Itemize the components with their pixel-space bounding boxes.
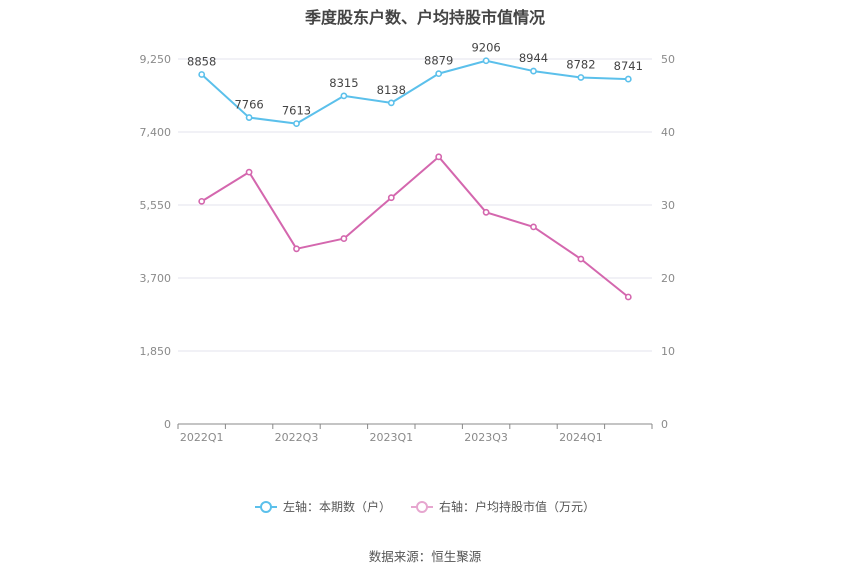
data-label: 8315 (329, 76, 358, 90)
data-point (245, 114, 253, 121)
left-axis-tick: 3,700 (140, 272, 172, 285)
series-points (198, 57, 632, 301)
series-lines (201, 59, 629, 298)
x-axis-tick-label: 2023Q3 (464, 431, 508, 444)
data-point (435, 70, 443, 78)
data-point (293, 120, 300, 127)
data-label: 8782 (566, 57, 595, 71)
data-label: 9206 (471, 41, 500, 55)
data-point (245, 168, 253, 176)
data-point (482, 57, 490, 65)
left-axis-tick: 9,250 (140, 53, 172, 66)
data-point (577, 74, 585, 81)
data-point (198, 197, 206, 205)
legend-swatch-pink (411, 500, 433, 513)
right-axis-tick: 20 (661, 272, 675, 285)
data-point (387, 99, 395, 107)
legend-item-market-value[interactable]: 右轴：户均持股市值（万元） (411, 498, 595, 515)
data-label: 8858 (187, 54, 216, 68)
x-axis-tick-label: 2022Q3 (275, 431, 319, 444)
data-point (387, 194, 395, 202)
data-point (530, 223, 537, 231)
data-point (340, 92, 348, 100)
data-point (482, 208, 490, 216)
data-label: 7766 (234, 98, 263, 112)
data-point (340, 235, 348, 242)
data-point (293, 245, 300, 253)
data-source: 数据来源：恒生聚源 (368, 549, 482, 564)
right-axis-tick: 50 (661, 53, 675, 66)
chart-title: 季度股东户数、户均持股市值情况 (304, 8, 545, 27)
data-point (577, 255, 585, 263)
data-label: 8138 (377, 83, 406, 97)
left-axis-tick: 1,850 (140, 345, 172, 358)
data-labels: 8858 7766 7613 8315 8138 8879 9206 8944 8782 8741 (187, 41, 643, 118)
x-axis-tick-label: 2024Q1 (559, 431, 603, 444)
left-axis-tick: 5,550 (140, 199, 172, 212)
right-axis-tick: 40 (661, 126, 675, 139)
legend-label-households: 左轴：本期数（户） (282, 500, 391, 514)
data-point (624, 75, 632, 83)
right-axis-tick: 0 (661, 418, 668, 431)
grid-lines (178, 58, 652, 352)
legend-label-market-value: 右轴：户均持股市值（万元） (439, 500, 596, 514)
axes: 0 0 1,850 10 3,700 20 5,550 30 7,400 40 9,250 50 202… (140, 53, 676, 444)
data-label: 8879 (424, 54, 453, 68)
series-line-1 (201, 155, 629, 298)
left-axis-tick: 0 (164, 418, 171, 431)
legend-swatch-blue (254, 500, 277, 513)
data-label: 7613 (282, 104, 311, 118)
legend-item-households[interactable]: 左轴：本期数（户） (254, 498, 391, 515)
x-axis-tick-label: 2022Q1 (180, 431, 224, 444)
series-line-0 (201, 59, 629, 125)
legend: 左轴：本期数（户） 右轴：户均持股市值（万元） (0, 498, 850, 515)
right-axis-tick: 30 (661, 199, 675, 212)
data-point (435, 153, 443, 161)
x-axis-tick-label: 2023Q1 (369, 431, 413, 444)
data-label: 8944 (519, 51, 548, 65)
data-label: 8741 (614, 59, 643, 73)
data-point (530, 67, 537, 75)
data-point (198, 71, 206, 78)
left-axis-tick: 7,400 (140, 126, 172, 139)
right-axis-tick: 10 (661, 345, 675, 358)
data-point (624, 293, 632, 301)
